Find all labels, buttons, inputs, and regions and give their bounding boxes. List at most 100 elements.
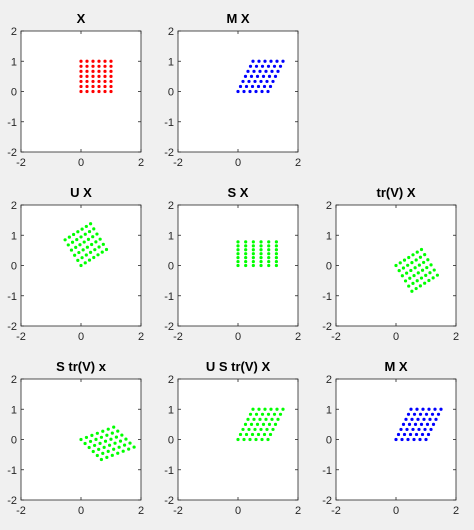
- data-point: [92, 227, 96, 231]
- data-point: [407, 255, 411, 260]
- data-point: [244, 263, 248, 268]
- data-point: [109, 89, 113, 94]
- data-point: [254, 89, 258, 94]
- x-tick-label: 0: [235, 505, 241, 517]
- data-point: [269, 59, 273, 63]
- data-point: [251, 252, 255, 256]
- data-point: [91, 69, 95, 73]
- subplot-title: U X: [70, 185, 92, 200]
- data-point: [406, 412, 411, 416]
- subplot-2: M X -2 0 2 2 1 0 -1 -2: [164, 11, 301, 169]
- data-point: [255, 422, 260, 426]
- data-point: [262, 84, 267, 89]
- data-point: [423, 253, 427, 257]
- data-point: [84, 435, 89, 440]
- data-point: [418, 412, 423, 416]
- data-point: [260, 412, 265, 416]
- data-point: [109, 437, 113, 441]
- data-point: [254, 412, 259, 416]
- subplot-title: S X: [228, 185, 249, 200]
- data-point: [94, 437, 98, 441]
- data-point: [394, 263, 398, 268]
- data-point: [249, 74, 254, 78]
- data-point: [278, 412, 283, 416]
- data-point: [103, 439, 108, 443]
- y-tick-label: -2: [7, 147, 17, 159]
- data-point: [248, 412, 253, 416]
- data-point: [430, 412, 435, 416]
- data-point: [241, 427, 245, 432]
- data-point: [84, 253, 88, 257]
- data-point: [79, 235, 83, 239]
- data-point: [267, 252, 271, 256]
- data-point: [69, 248, 74, 252]
- data-point: [97, 69, 101, 73]
- data-point: [103, 59, 107, 63]
- data-point: [397, 269, 401, 273]
- data-point: [278, 64, 283, 68]
- data-point: [127, 447, 131, 451]
- data-point: [93, 443, 97, 448]
- data-point: [67, 235, 71, 239]
- data-point: [97, 59, 101, 63]
- data-point: [436, 412, 441, 416]
- data-point: [258, 417, 262, 421]
- x-tick-label: 2: [453, 331, 459, 343]
- x-tick-label: -2: [173, 157, 183, 169]
- data-point: [267, 248, 271, 252]
- data-point: [266, 64, 271, 68]
- data-point: [432, 268, 436, 272]
- data-point: [275, 59, 279, 63]
- data-point: [272, 412, 277, 416]
- data-point: [99, 457, 103, 462]
- data-point: [110, 453, 114, 457]
- subplot-title: X: [77, 11, 86, 26]
- y-tick-label: -1: [7, 291, 17, 303]
- data-point: [246, 417, 250, 421]
- x-tick-label: -2: [173, 331, 183, 343]
- data-point: [269, 407, 273, 411]
- data-point: [85, 84, 89, 89]
- y-tick-label: 2: [11, 200, 17, 212]
- data-point: [122, 443, 127, 447]
- data-point: [87, 229, 92, 234]
- data-point: [98, 237, 102, 241]
- data-point: [260, 437, 264, 442]
- data-point: [120, 433, 124, 437]
- data-point: [408, 276, 412, 280]
- data-point: [264, 69, 268, 73]
- data-point: [412, 437, 416, 442]
- data-point: [73, 253, 77, 257]
- data-point: [236, 252, 240, 256]
- data-point: [103, 84, 107, 89]
- x-tick-label: 0: [393, 331, 399, 343]
- data-point: [250, 432, 255, 437]
- data-point: [406, 437, 410, 442]
- data-point: [426, 432, 431, 437]
- data-point: [103, 89, 107, 94]
- data-point: [267, 422, 272, 426]
- data-point: [106, 427, 110, 431]
- data-point: [427, 278, 431, 283]
- data-point: [105, 433, 109, 437]
- data-point: [251, 263, 255, 268]
- data-point: [263, 407, 267, 411]
- x-tick-label: 2: [295, 505, 301, 517]
- data-point: [74, 245, 78, 250]
- data-point: [113, 441, 117, 445]
- y-tick-label: 2: [326, 200, 332, 212]
- data-point: [423, 281, 427, 285]
- data-point: [236, 89, 240, 94]
- data-point: [109, 69, 113, 73]
- data-point: [236, 437, 240, 442]
- data-point: [85, 64, 89, 68]
- data-point: [259, 240, 263, 244]
- data-point: [247, 79, 251, 84]
- data-point: [85, 59, 89, 63]
- data-point: [97, 64, 101, 68]
- y-tick-label: 0: [11, 261, 17, 273]
- data-point: [254, 437, 258, 442]
- data-point: [434, 417, 438, 421]
- data-point: [419, 276, 424, 280]
- data-point: [97, 447, 101, 452]
